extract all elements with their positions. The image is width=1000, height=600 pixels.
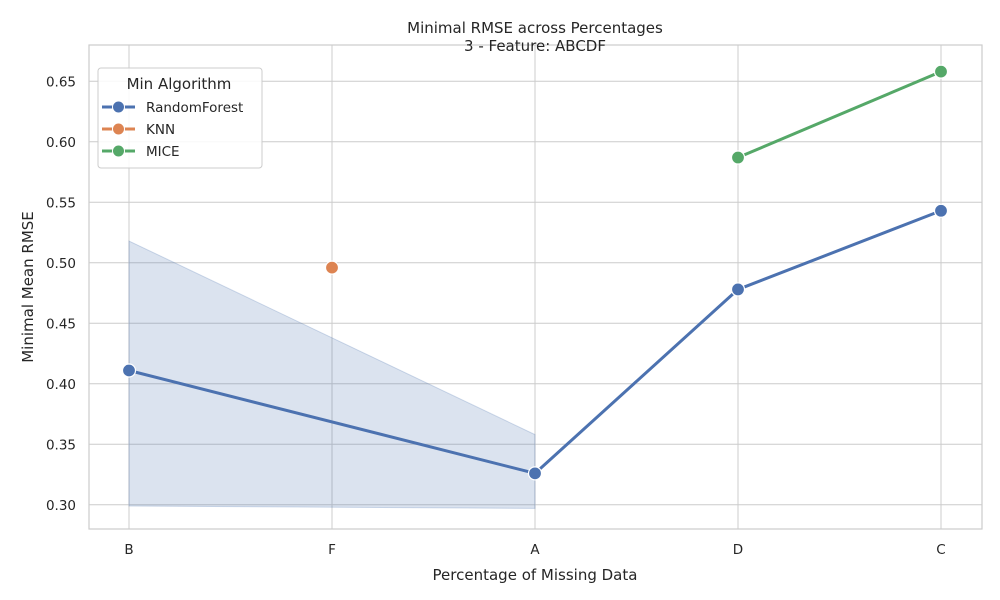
data-point-mice	[730, 150, 746, 165]
data-point-mice	[933, 64, 949, 79]
legend-label-mice: MICE	[146, 144, 180, 160]
data-point-randomforest	[730, 282, 746, 297]
series-line-mice	[737, 70, 942, 159]
data-point-randomforest	[933, 203, 949, 218]
x-tick-label: F	[328, 542, 336, 558]
x-axis-label: Percentage of Missing Data	[433, 566, 638, 584]
confidence-bands	[128, 240, 536, 509]
legend-label-randomforest: RandomForest	[146, 100, 243, 116]
data-point-knn	[324, 260, 340, 275]
data-point-randomforest	[527, 466, 543, 481]
y-tick-label: 0.35	[46, 437, 76, 453]
x-tick-label: A	[530, 542, 540, 558]
confidence-band-randomforest	[128, 240, 536, 509]
legend-items: RandomForest KNN MICE	[102, 100, 243, 160]
y-tick-label: 0.45	[46, 316, 76, 332]
y-tick-labels: 0.30 0.35 0.40 0.45 0.50 0.55 0.60 0.65	[46, 74, 76, 514]
y-tick-label: 0.60	[46, 135, 76, 151]
x-tick-label: B	[124, 542, 133, 558]
y-tick-label: 0.30	[46, 498, 76, 514]
y-tick-label: 0.40	[46, 377, 76, 393]
series-line-randomforest	[128, 209, 942, 475]
chart-subtitle: 3 - Feature: ABCDF	[464, 37, 606, 55]
x-tick-label: C	[936, 542, 945, 558]
data-point-randomforest	[121, 363, 137, 378]
y-tick-label: 0.65	[46, 74, 76, 90]
legend-title: Min Algorithm	[127, 75, 232, 93]
legend-marker-randomforest	[112, 100, 125, 114]
y-axis-label: Minimal Mean RMSE	[19, 211, 37, 363]
legend: Min Algorithm RandomForest KNN MICE	[97, 67, 263, 169]
chart-title: Minimal RMSE across Percentages	[407, 19, 663, 37]
legend-label-knn: KNN	[146, 122, 175, 138]
series-lines	[128, 70, 942, 475]
x-tick-label: D	[733, 542, 743, 558]
legend-marker-knn	[112, 122, 125, 136]
legend-marker-mice	[112, 144, 125, 158]
series-points	[121, 64, 949, 481]
y-tick-label: 0.50	[46, 256, 76, 272]
legend-box	[97, 67, 263, 169]
y-tick-label: 0.55	[46, 195, 76, 211]
